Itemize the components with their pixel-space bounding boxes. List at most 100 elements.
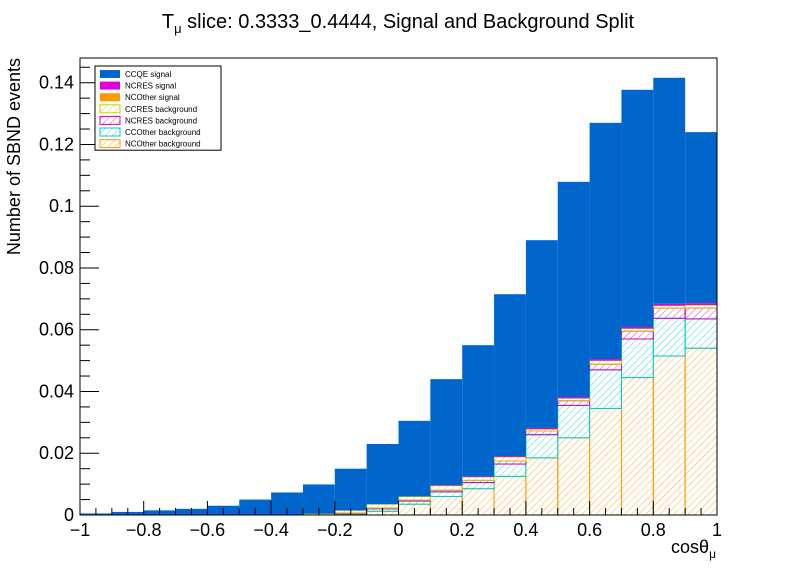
bar-ccqe-signal-bin-10	[398, 420, 431, 497]
bar-ncres-signal-bin-18	[653, 303, 686, 306]
legend: CCQE signal NCRES signal NCOther signal CCR…	[94, 65, 222, 151]
chart-title-rest: slice: 0.3333_0.4444, Signal and Backgro…	[182, 11, 635, 33]
y-tick-label: 0.02	[39, 443, 74, 463]
x-tick-label: 0.4	[513, 520, 538, 540]
y-tick-label: 0.04	[39, 381, 74, 401]
legend-label: CCOther background	[125, 128, 201, 137]
x-tick-label: −1	[70, 520, 91, 540]
bar-ncres-background-bin-19	[684, 307, 718, 320]
bar-ccqe-signal-bin-12	[462, 345, 495, 477]
bar-ccres-background-bin-14	[525, 428, 559, 432]
chart-title: Tμ slice: 0.3333_0.4444, Signal and Back…	[162, 11, 635, 36]
bar-ccres-background-bin-18	[652, 305, 686, 309]
bar-ccother-background-bin-18	[652, 317, 686, 357]
y-axis-title: Number of SBND events	[4, 58, 24, 255]
legend-label: NCRES signal	[125, 82, 176, 91]
bar-ncres-background-bin-16	[589, 363, 622, 371]
bar-ccother-background-bin-16	[589, 369, 622, 409]
legend-label: NCRES background	[125, 116, 197, 125]
bar-ccqe-signal-bin-18	[653, 77, 686, 304]
x-axis-title-subscript: μ	[709, 547, 716, 561]
bar-ccqe-signal-bin-9	[366, 443, 399, 505]
y-tick-label: 0.08	[39, 258, 74, 278]
bar-ccqe-signal-bin-13	[494, 294, 526, 457]
legend-swatch	[99, 139, 121, 149]
bar-ccqe-signal-bin-16	[589, 122, 622, 360]
bar-ncres-background-bin-17	[620, 330, 654, 340]
bar-ncother-background-bin-17	[620, 377, 654, 516]
x-tick-label: 0.6	[577, 520, 602, 540]
bar-ccqe-signal-bin-19	[685, 132, 717, 304]
x-tick-label: 0.2	[450, 520, 475, 540]
bar-ccres-background-bin-19	[684, 304, 718, 309]
bar-ncres-background-bin-15	[557, 400, 591, 406]
bar-ncother-background-bin-19	[684, 347, 718, 516]
legend-swatch	[100, 70, 120, 78]
legend-swatch	[99, 127, 121, 137]
legend-label: CCRES background	[125, 105, 197, 114]
axes: −1 −0.8 −0.6 −0.4 −0.2 0 0.2 0.4 0.6 0.8 1 0 0.02 0.0…	[39, 66, 722, 540]
bar-ncres-signal-bin-14	[525, 427, 558, 430]
x-tick-label: −0.8	[126, 520, 162, 540]
x-tick-label: 1	[712, 520, 722, 540]
bar-ccother-background-bin-13	[493, 463, 527, 477]
bar-ccqe-signal-bin-17	[621, 89, 654, 327]
x-tick-label: −0.6	[190, 520, 226, 540]
bar-ccother-background-bin-15	[557, 404, 591, 439]
bar-ccother-background-bin-19	[684, 318, 718, 349]
legend-swatch	[99, 104, 121, 114]
bar-ncother-background-bin-14	[525, 457, 559, 516]
histogram-bars	[80, 77, 718, 516]
bar-ccqe-signal-bin-11	[430, 379, 463, 486]
bar-ncother-background-bin-18	[652, 355, 686, 516]
legend-label: CCQE signal	[125, 70, 171, 79]
x-tick-label: −0.4	[253, 520, 289, 540]
bar-ccres-background-bin-13	[493, 456, 527, 462]
x-axis-title-main: cosθ	[671, 537, 709, 557]
bar-ccres-background-bin-12	[461, 476, 495, 481]
bar-ccres-background-bin-16	[589, 360, 622, 365]
bar-ccother-background-bin-11	[429, 491, 463, 497]
bar-ccqe-signal-bin-15	[557, 181, 590, 398]
y-tick-label: 0.06	[39, 320, 74, 340]
chart-title-subscript: μ	[174, 21, 182, 36]
bar-ccqe-signal-bin-5	[239, 499, 272, 515]
y-tick-label: 0	[64, 505, 74, 525]
bar-ccother-background-bin-17	[620, 338, 654, 379]
bar-ccqe-signal-bin-14	[525, 240, 558, 428]
bar-ccqe-signal-bin-6	[271, 492, 303, 515]
bar-ccres-background-bin-15	[557, 397, 591, 402]
x-tick-label: −0.2	[317, 520, 353, 540]
bar-ncres-signal-bin-15	[557, 397, 590, 399]
bar-ncres-signal-bin-17	[621, 326, 654, 329]
chart-title-main: T	[162, 11, 174, 33]
bar-ncres-signal-bin-19	[685, 303, 717, 306]
bar-ncres-signal-bin-12	[462, 476, 495, 478]
bar-ncres-signal-bin-11	[430, 485, 463, 486]
bar-ncres-signal-bin-16	[589, 359, 622, 361]
bar-ncres-background-bin-14	[525, 430, 559, 436]
legend-swatch	[100, 93, 120, 102]
y-tick-label: 0.12	[39, 134, 74, 154]
legend-label: NCOther signal	[125, 93, 180, 102]
legend-label: NCOther background	[125, 140, 201, 149]
bar-ncres-background-bin-18	[652, 307, 686, 319]
bar-ccres-background-bin-9	[366, 503, 399, 509]
bar-ncother-background-bin-16	[589, 407, 622, 516]
x-tick-label: 0.8	[641, 520, 666, 540]
x-tick-label: 0	[393, 520, 403, 540]
legend-swatch	[99, 115, 121, 125]
y-tick-label: 0.14	[39, 73, 74, 93]
bar-ncres-signal-bin-13	[494, 456, 526, 457]
x-axis-title: cosθμ	[671, 537, 716, 561]
bar-ccres-background-bin-11	[429, 485, 463, 491]
y-tick-label: 0.1	[49, 196, 74, 216]
bar-ccres-background-bin-10	[398, 495, 431, 501]
bar-ncother-background-bin-15	[557, 437, 591, 516]
bar-ccres-background-bin-17	[620, 327, 654, 332]
bar-ccother-background-bin-12	[461, 482, 495, 490]
bar-ccother-background-bin-14	[525, 434, 559, 459]
bar-ccqe-signal-bin-8	[334, 468, 367, 511]
legend-swatch	[100, 81, 120, 90]
